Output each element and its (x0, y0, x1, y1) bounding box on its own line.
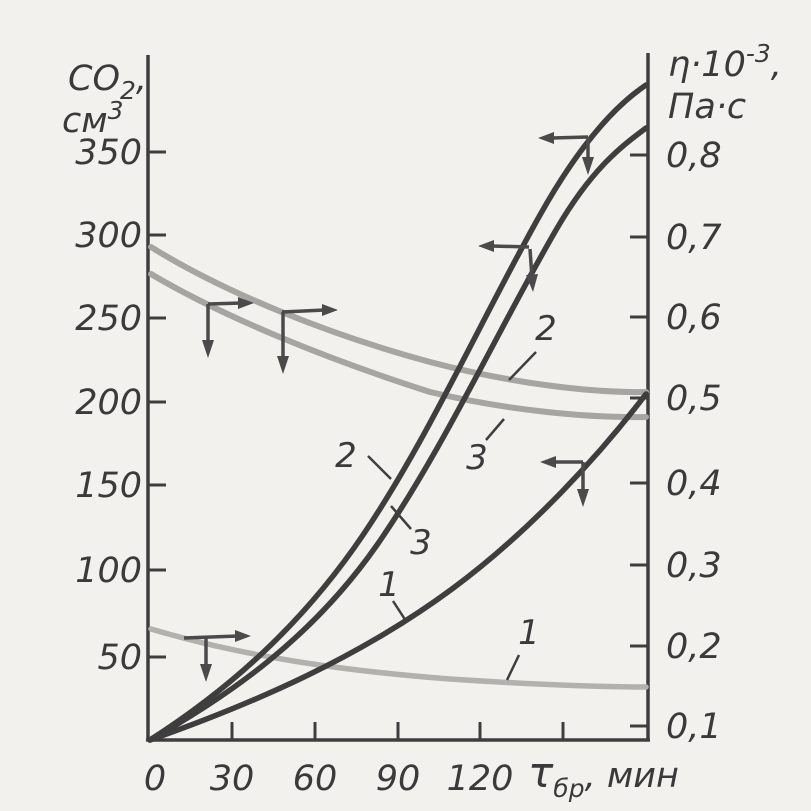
left-axis-comma: , (136, 59, 147, 99)
leader-co2-2 (367, 455, 392, 480)
x-tick-label-120: 120 (447, 759, 514, 799)
down-arrow-icon (277, 356, 289, 374)
left-arrow-icon (540, 456, 556, 468)
right-axis-quantity-sup: -3 (746, 39, 771, 68)
x-tick-label-90: 90 (376, 759, 421, 799)
right-tick-label-0-3: 0,3 (666, 546, 722, 586)
right-tick-label-0-8: 0,8 (666, 136, 722, 176)
right-axis-comma: , (771, 45, 782, 85)
left-tick-label-350: 350 (75, 133, 142, 173)
co2-curve-3 (147, 125, 649, 743)
left-arrow-icon (538, 132, 554, 144)
right-arrow-icon (322, 304, 338, 316)
right-tick-label-0-7: 0,7 (666, 218, 722, 258)
left-tick-label-250: 250 (75, 299, 142, 339)
co2-curve-3-label: 3 (410, 523, 432, 563)
leader-eta-1 (505, 654, 521, 681)
viscosity-curve-2-label: 2 (535, 309, 557, 349)
right-axis-title-line1: η·10-3, (668, 39, 782, 85)
co2-curve-2-label: 2 (335, 436, 357, 476)
down-arrow-icon (582, 157, 594, 175)
viscosity-1-axis-arrows (183, 630, 251, 682)
right-tick-label-0-4: 0,4 (666, 464, 722, 504)
left-arrow-icon (478, 240, 494, 252)
viscosity-curve-3-label: 3 (466, 438, 488, 478)
x-axis-ticks (230, 722, 565, 740)
x-axis-symbol: τ (528, 748, 554, 797)
leader-eta-2 (508, 351, 537, 381)
co2-curves (147, 82, 649, 743)
right-tick-label-0-5: 0,5 (666, 379, 722, 419)
co2-3-axis-arrows (478, 240, 538, 292)
viscosity-curve-1 (148, 626, 649, 690)
left-axis-quantity: CO (68, 59, 120, 99)
x-axis-title: τбр, мин (528, 748, 679, 803)
x-tick-label-60: 60 (293, 759, 338, 799)
viscosity-curve-1-label: 1 (518, 613, 540, 653)
right-axis-ticks (630, 153, 648, 728)
co2-curve-2 (147, 82, 649, 743)
leader-co2-3 (390, 505, 412, 530)
right-tick-label-0-6: 0,6 (666, 298, 722, 338)
right-axis-title-line2: Па·с (668, 87, 746, 127)
viscosity-curves (148, 244, 649, 690)
x-tick-label-30: 30 (210, 759, 255, 799)
down-arrow-icon (526, 274, 538, 292)
left-axis-quantity-sub: 2 (120, 76, 136, 105)
left-axis-tick-labels: 350 300 250 200 150 100 50 (75, 133, 142, 678)
right-arrow-icon (238, 297, 254, 309)
left-axis-unit: см (62, 101, 108, 141)
leader-eta-3 (485, 418, 505, 441)
left-axis-ticks (148, 150, 166, 659)
right-tick-label-0-1: 0,1 (666, 707, 722, 747)
left-axis-title-line2: см3 (62, 96, 124, 141)
co2-2-axis-arrows (538, 132, 594, 175)
left-tick-label-50: 50 (97, 638, 142, 678)
viscosity-3-axis-arrows (277, 304, 338, 374)
x-axis-tick-labels: 0 30 60 90 120 (144, 759, 514, 799)
co2-curve-1 (147, 391, 649, 743)
co2-1-axis-arrows (540, 456, 589, 507)
x-axis-unit: , мин (585, 756, 679, 796)
right-tick-label-0-2: 0,2 (666, 627, 722, 667)
left-axis-title-line1: CO2, (68, 59, 147, 105)
leader-co2-1 (391, 600, 408, 622)
right-arrow-icon (235, 630, 251, 642)
right-axis-quantity: η·10 (668, 45, 746, 85)
viscosity-2-axis-arrows (202, 297, 254, 358)
down-arrow-icon (202, 340, 214, 358)
left-tick-label-100: 100 (75, 551, 142, 591)
right-axis-tick-labels: 0,8 0,7 0,6 0,5 0,4 0,3 0,2 0,1 (666, 136, 722, 747)
down-arrow-icon (577, 489, 589, 507)
x-axis-symbol-sub: бр (553, 774, 584, 803)
x-tick-label-0: 0 (144, 759, 166, 799)
down-arrow-icon (200, 664, 212, 682)
left-tick-label-200: 200 (75, 383, 142, 423)
viscosity-curve-3 (148, 271, 649, 421)
viscosity-curve-2 (148, 244, 649, 396)
curve-label-leaders (367, 351, 537, 681)
left-axis-unit-sup: 3 (108, 96, 124, 125)
co2-curve-1-label: 1 (378, 565, 400, 605)
left-tick-label-300: 300 (75, 216, 142, 256)
left-tick-label-150: 150 (75, 466, 142, 506)
